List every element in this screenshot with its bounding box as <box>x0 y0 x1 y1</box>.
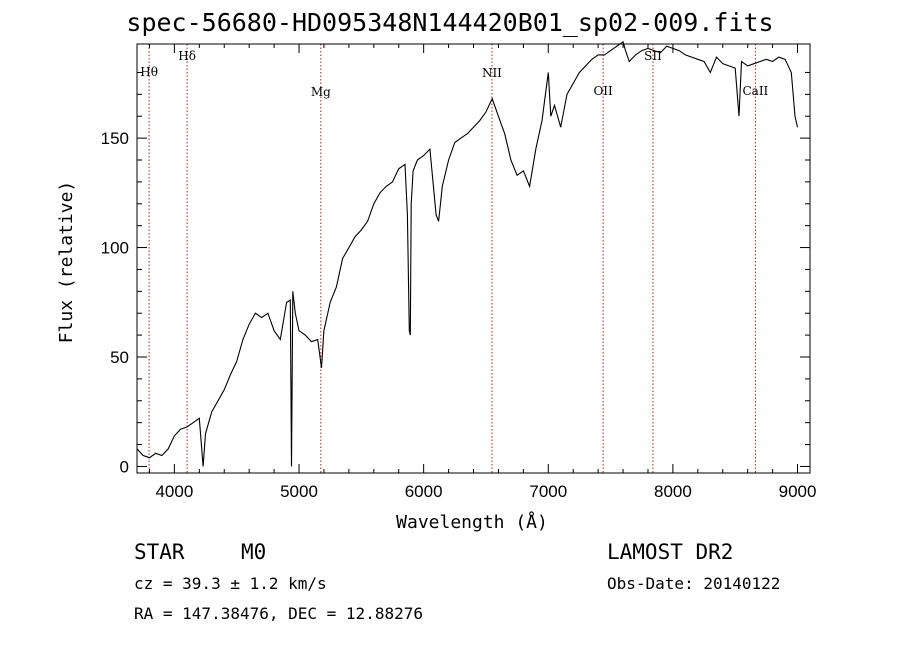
chart-title: spec-56680-HD095348N144420B01_sp02-009.f… <box>126 8 774 37</box>
y-tick-label: 0 <box>120 457 129 476</box>
object-class: STAR <box>134 540 185 564</box>
survey-name: LAMOST DR2 <box>607 540 734 564</box>
spectrum-line <box>136 40 799 467</box>
x-tick-label: 9000 <box>779 482 817 501</box>
y-axis-label: Flux (relative) <box>56 181 77 344</box>
line-label: Mg <box>311 85 331 99</box>
x-tick-label: 5000 <box>280 482 318 501</box>
x-tick-label: 7000 <box>529 482 567 501</box>
y-tick-label: 50 <box>110 348 129 367</box>
line-label: Hδ <box>178 49 196 63</box>
redshift-info: cz = 39.3 ± 1.2 km/s <box>134 574 327 593</box>
obs-date: Obs-Date: 20140122 <box>607 574 781 593</box>
line-labels: Hθ Hδ Mg NII OII SII CaII <box>140 49 768 99</box>
x-axis-label: Wavelength (Å) <box>396 511 548 533</box>
x-tick-label: 6000 <box>405 482 443 501</box>
spectrum-series <box>136 40 799 467</box>
coordinates: RA = 147.38476, DEC = 12.88276 <box>134 604 423 623</box>
object-subclass: M0 <box>241 540 267 564</box>
x-tick-label: 4000 <box>155 482 193 501</box>
axis-ticks: 4000 5000 6000 7000 8000 9000 0 50 100 150 <box>101 44 817 501</box>
line-label: OII <box>593 84 613 98</box>
x-tick-label: 8000 <box>654 482 692 501</box>
plot-frame <box>136 43 811 474</box>
line-label: SII <box>644 49 662 63</box>
y-tick-label: 150 <box>101 129 129 148</box>
line-label: Hθ <box>140 65 158 79</box>
line-markers <box>148 44 756 473</box>
line-label: NII <box>482 66 502 80</box>
y-tick-label: 100 <box>101 239 129 258</box>
line-label: CaII <box>742 84 768 98</box>
